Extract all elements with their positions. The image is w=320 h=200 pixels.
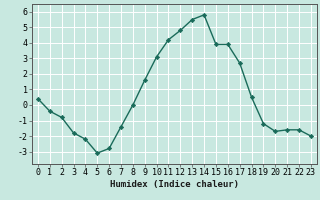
X-axis label: Humidex (Indice chaleur): Humidex (Indice chaleur) <box>110 180 239 189</box>
